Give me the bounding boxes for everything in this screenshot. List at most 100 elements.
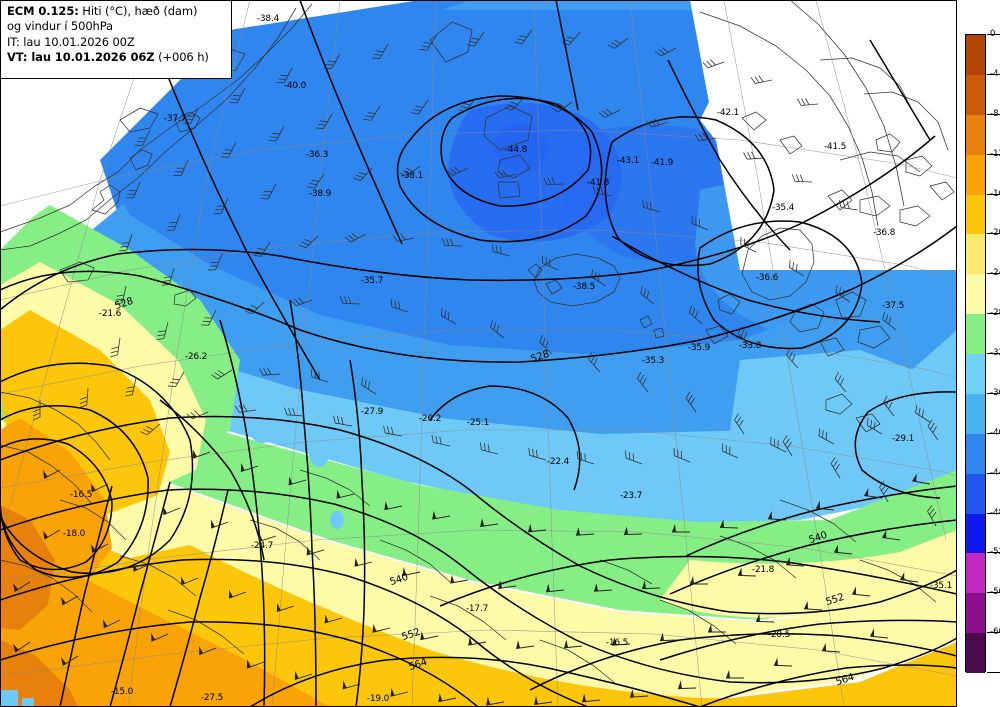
temperature-contour-label: -18.0: [62, 529, 86, 539]
temperature-contour-label: -24.7: [250, 541, 274, 551]
colorbar-tick: [987, 233, 1000, 235]
temperature-contour-label: -27.5: [200, 693, 224, 703]
temperature-colorbar[interactable]: [965, 34, 986, 673]
colorbar-tick: [987, 432, 1000, 434]
colorbar-tick: [987, 552, 1000, 554]
temperature-contour-label: -26.2: [184, 352, 208, 362]
colorbar-tick: [987, 153, 1000, 155]
colorbar-tick-label: -40: [990, 427, 1000, 438]
colorbar-segment: [966, 593, 985, 634]
temperature-contour-label: -21.6: [98, 309, 122, 319]
colorbar-tick: [987, 273, 1000, 275]
colorbar-tick: [987, 392, 1000, 394]
field-label-line1: Hiti (°C), hæð (dam): [82, 4, 198, 18]
colorbar-segment: [966, 633, 985, 673]
colorbar-tick-label: -44: [990, 467, 1000, 478]
temperature-contour-label: -44.8: [504, 145, 528, 155]
temperature-contour-label: -41.8: [586, 178, 610, 188]
colorbar-tick: [987, 472, 1000, 474]
colorbar-tick-label: -52: [990, 547, 1000, 558]
colorbar-tick: [987, 313, 1000, 315]
colorbar-tick: [987, 193, 1000, 195]
colorbar-segment: [966, 154, 985, 195]
colorbar-segment: [966, 314, 985, 354]
colorbar-tick-label: -4: [990, 68, 999, 79]
temperature-contour-label: -41.5: [823, 142, 847, 152]
map-canvas[interactable]: -38.4 -40.0 -37.7 -36.3 -38.1 -38.9 -44.8 -43.1…: [0, 0, 957, 707]
temperature-contour-label: -35.1: [929, 581, 953, 591]
colorbar-tick-label: 0: [990, 29, 996, 39]
colorbar-segment: [966, 433, 985, 474]
colorbar-tick-label: -32: [990, 348, 1000, 358]
map-svg: [0, 0, 957, 707]
temperature-contour-label: -42.1: [716, 108, 740, 118]
init-time-label: IT: lau 10.01.2026 00Z: [7, 34, 135, 49]
colorbar-tick-label: -56: [990, 587, 1000, 598]
temperature-contour-label: -27.9: [360, 407, 384, 417]
temperature-contour-label: -15.0: [110, 687, 134, 697]
colorbar-tick-label: -36: [990, 387, 1000, 398]
colorbar-tick-label: -16: [990, 188, 1000, 199]
colorbar-tick-label: -28: [990, 308, 1000, 319]
colorbar-tick: [987, 512, 1000, 514]
chart-title-box: ECM 0.125: Hiti (°C), hæð (dam) og vindu…: [0, 0, 232, 79]
colorbar-tick: [987, 592, 1000, 594]
temperature-contour-label: -20.5: [767, 630, 791, 640]
temperature-contour-label: -29.1: [891, 434, 915, 444]
field-label-line2: og vindur í 500hPa: [7, 19, 114, 34]
temperature-contour-label: -25.1: [466, 418, 490, 428]
colorbar-segment: [966, 114, 985, 155]
colorbar-tick-label: -48: [990, 507, 1000, 518]
colorbar-segment: [966, 35, 985, 75]
temperature-contour-label: -38.9: [308, 189, 332, 199]
temperature-contour-label: -35.7: [360, 276, 384, 286]
colorbar-segment: [966, 274, 985, 315]
temperature-contour-label: -41.9: [650, 158, 674, 168]
temperature-contour-label: -22.4: [546, 457, 570, 467]
lead-time-label: (+006 h): [158, 50, 209, 65]
temperature-contour-label: -19.0: [366, 694, 390, 704]
colorbar-segment: [966, 553, 985, 594]
colorbar-tick: [987, 113, 1000, 115]
legend-panel: 0 -4 -8 -12 -16 -20 -24 -28 -32 -36 -40 -44 -48 -52 -5…: [957, 0, 1000, 707]
colorbar-segment: [966, 234, 985, 275]
temperature-contour-label: -23.7: [619, 491, 643, 501]
temperature-contour-label: -26.2: [418, 414, 442, 424]
colorbar-tick: [987, 672, 1000, 673]
colorbar-tick-label: -8: [990, 108, 999, 119]
colorbar-tick-label: -20: [990, 228, 1000, 239]
temperature-contour-label: -38.4: [256, 14, 280, 24]
colorbar-segment: [966, 393, 985, 434]
colorbar-segment: [966, 513, 985, 554]
model-label: ECM 0.125:: [7, 4, 79, 18]
temperature-contour-label: -21.8: [751, 565, 775, 575]
colorbar-tick-label: -60: [990, 627, 1000, 638]
colorbar-tick-label: -12: [990, 148, 1000, 159]
temperature-contour-label: -17.7: [465, 604, 489, 614]
temperature-contour-label: -36.8: [872, 228, 896, 238]
temperature-contour-label: -35.3: [641, 356, 665, 366]
temperature-contour-label: -38.1: [400, 171, 424, 181]
temperature-contour-label: -16.5: [605, 638, 629, 648]
temperature-contour-label: -35.9: [687, 343, 711, 353]
colorbar-tick-label: -24: [990, 268, 1000, 279]
colorbar-tick: [987, 34, 1000, 35]
title-line-model-field: ECM 0.125: Hiti (°C), hæð (dam): [7, 4, 226, 19]
colorbar-tick: [987, 353, 1000, 354]
temperature-contour-label: -16.5: [69, 490, 93, 500]
temperature-contour-label: -33.8: [738, 341, 762, 351]
temperature-contour-label: -37.7: [163, 114, 187, 124]
temperature-contour-label: -43.1: [616, 156, 640, 166]
temperature-contour-label: -36.3: [305, 150, 329, 160]
temperature-contour-label: -40.0: [283, 81, 307, 91]
valid-time-label: VT: lau 10.01.2026 06Z: [7, 50, 155, 65]
temperature-contour-label: -35.4: [771, 203, 795, 213]
colorbar-segment: [966, 74, 985, 115]
valid-time-line: VT: lau 10.01.2026 06Z (+006 h): [7, 50, 226, 65]
temperature-contour-label: -37.5: [881, 301, 905, 311]
temperature-contour-label: -36.6: [755, 273, 779, 283]
colorbar-segment: [966, 473, 985, 514]
colorbar-tick: [987, 73, 1000, 75]
colorbar-segment: [966, 354, 985, 394]
